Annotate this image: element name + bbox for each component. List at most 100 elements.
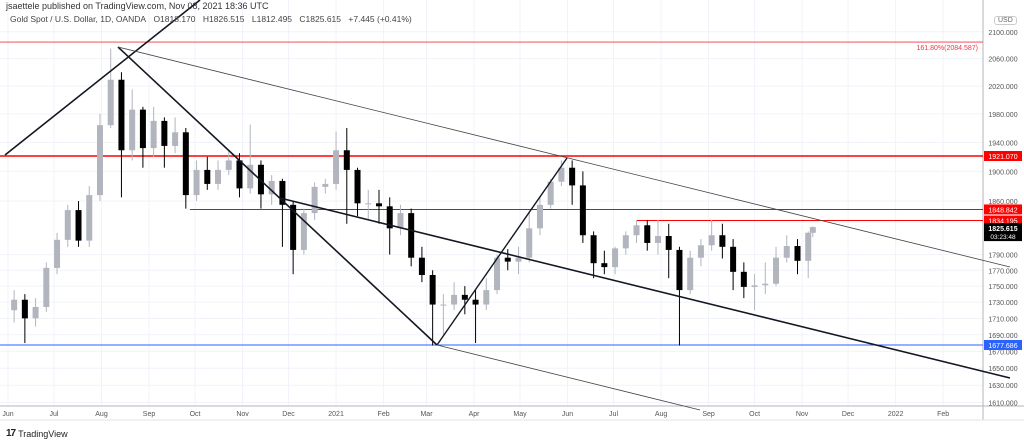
- price-tick-label: 2100.000: [988, 30, 1017, 37]
- price-tick-label: 1690.000: [988, 333, 1017, 340]
- candle-body: [32, 306, 39, 319]
- trendline-rally[interactable]: [4, 0, 201, 156]
- candle-body: [172, 132, 179, 146]
- candle-body: [247, 164, 254, 189]
- price-label-box: [984, 215, 1022, 226]
- candle-body: [236, 160, 243, 189]
- candle-body: [118, 79, 125, 151]
- candle-body: [504, 257, 511, 262]
- candle-body: [622, 235, 629, 249]
- candle-body: [472, 299, 479, 305]
- candle-body: [569, 167, 576, 186]
- tradingview-logo-text: TradingView: [18, 428, 68, 439]
- candle-body: [773, 257, 780, 284]
- time-tick-label: Aug: [95, 411, 108, 418]
- candle-body: [612, 248, 619, 268]
- candle-body: [654, 236, 661, 243]
- candle-body: [633, 225, 640, 236]
- horizontal-levels: [0, 41, 983, 346]
- fib-level-label: 161.80%(2084.587): [917, 45, 979, 52]
- price-label-box: [984, 339, 1022, 350]
- candle-body: [794, 246, 801, 261]
- candle-body: [386, 206, 393, 229]
- symbol-legend: Gold Spot / U.S. Dollar, 1D, OANDA O1818…: [10, 14, 417, 24]
- time-tick-label: 2022: [888, 411, 904, 418]
- price-tick-label: 1860.000: [988, 199, 1017, 206]
- price-tick-label: 1900.000: [988, 169, 1017, 176]
- candle-body: [43, 267, 50, 307]
- last-price-box: [984, 223, 1022, 242]
- currency-badge[interactable]: USD: [994, 16, 1017, 25]
- candle-body: [536, 204, 543, 229]
- candle-body: [461, 294, 468, 300]
- bar-countdown-text: 03:23:48: [990, 234, 1016, 241]
- ohlc-low: L1812.495: [251, 14, 293, 24]
- candle-body: [740, 271, 747, 287]
- candle-body: [708, 235, 715, 246]
- price-tick-label: 1730.000: [988, 300, 1017, 307]
- candle-body: [408, 213, 415, 258]
- candle-body: [279, 180, 286, 205]
- candle-body: [397, 213, 404, 229]
- trendline-decline[interactable]: [117, 46, 438, 346]
- channel-upper-line[interactable]: [117, 46, 1011, 268]
- candle-body: [601, 263, 608, 268]
- candle-body: [762, 283, 769, 286]
- candle-body: [526, 228, 533, 258]
- time-tick-label: Dec: [282, 411, 295, 418]
- tradingview-logo[interactable]: 17 TradingView: [6, 428, 68, 439]
- candle-body: [300, 213, 307, 250]
- candle-body: [129, 109, 136, 151]
- candle-body: [290, 204, 297, 250]
- price-axis[interactable]: 2100.000 2060.000 2020.000 1980.000 1940.000…: [988, 30, 1017, 408]
- last-price-text: 1825.615: [988, 226, 1017, 233]
- candle-body: [676, 249, 683, 291]
- channel-mid-line[interactable]: [279, 197, 1011, 379]
- candle-body: [204, 169, 211, 184]
- price-tick-label: 1750.000: [988, 284, 1017, 291]
- grid: [0, 0, 983, 406]
- candle-body: [354, 169, 361, 204]
- time-tick-label: Nov: [236, 411, 249, 418]
- candle-body: [375, 203, 382, 207]
- price-tick-label: 1770.000: [988, 268, 1017, 275]
- publisher-line: jsaettele published on TradingView.com, …: [6, 1, 269, 11]
- time-axis[interactable]: Jun Jul Aug Sep Oct Nov Dec 2021 Feb Mar Apr May Jun…: [2, 411, 949, 418]
- time-tick-label: Feb: [937, 411, 949, 418]
- candle-body: [558, 167, 565, 182]
- candle-body: [182, 132, 189, 196]
- time-tick-label: May: [513, 411, 527, 418]
- candle-body: [809, 227, 816, 233]
- ohlc-open: O1818.170: [153, 14, 196, 24]
- candle-body: [783, 246, 790, 258]
- time-tick-label: Jun: [562, 411, 573, 418]
- time-tick-label: Apr: [469, 411, 481, 418]
- trendline-spring-rally[interactable]: [436, 157, 568, 346]
- candle-body: [107, 79, 114, 126]
- candle-body: [429, 274, 436, 305]
- candle-body: [483, 290, 490, 305]
- channel-lower-line[interactable]: [436, 344, 701, 411]
- time-tick-label: Oct: [749, 411, 760, 418]
- time-tick-label: Jun: [2, 411, 13, 418]
- candle-body: [150, 120, 157, 149]
- price-labels: 161.80%(2084.587) 1921.070 1848.842 1834.19…: [917, 45, 1022, 350]
- candle-body: [268, 180, 275, 195]
- candle-body: [322, 183, 329, 187]
- candle-body: [96, 125, 103, 196]
- symbol-title: Gold Spot / U.S. Dollar, 1D, OANDA: [10, 14, 147, 24]
- candle-body: [730, 246, 737, 272]
- price-tick-label: 1630.000: [988, 383, 1017, 390]
- time-tick-label: Aug: [655, 411, 668, 418]
- price-label-text: 1834.195: [988, 219, 1017, 226]
- price-tick-label: 1610.000: [988, 400, 1017, 407]
- price-label-text: 1921.070: [988, 154, 1017, 161]
- price-tick-label: 1710.000: [988, 316, 1017, 323]
- price-tick-label: 2020.000: [988, 84, 1017, 91]
- trendlines[interactable]: [4, 0, 1011, 411]
- ohlc-close: C1825.615: [299, 14, 342, 24]
- candle-body: [215, 169, 222, 184]
- candle-body: [418, 257, 425, 275]
- time-tick-label: Feb: [378, 411, 390, 418]
